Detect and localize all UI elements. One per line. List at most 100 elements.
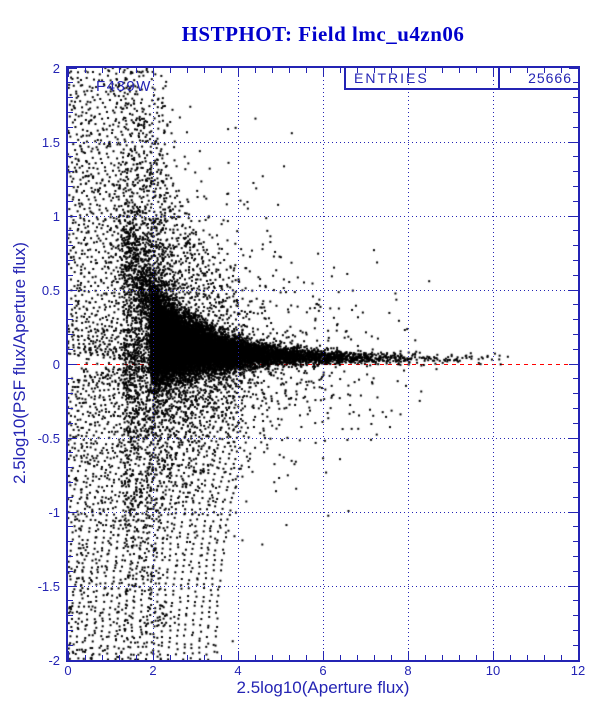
y-tick-label: 1 — [52, 209, 60, 224]
axis-tick — [68, 629, 73, 631]
x-axis-label: 2.5log10(Aperture flux) — [236, 678, 410, 697]
axis-tick — [101, 68, 103, 73]
axis-tick — [441, 68, 443, 73]
axis-tick — [492, 68, 494, 77]
axis-tick — [509, 68, 511, 73]
y-tick-label: 1.5 — [41, 135, 60, 150]
axis-tick — [356, 655, 358, 660]
axis-tick — [68, 659, 77, 661]
axis-tick — [68, 496, 73, 498]
plot-area: F439W ENTRIES 25666 — [66, 66, 580, 662]
axis-tick — [390, 655, 392, 660]
axis-tick — [573, 629, 578, 631]
axis-tick — [573, 378, 578, 380]
axis-tick — [288, 68, 290, 73]
axis-tick — [68, 171, 73, 173]
axis-tick — [573, 156, 578, 158]
axis-tick — [68, 555, 73, 557]
axis-tick — [573, 111, 578, 113]
x-tick-label: 6 — [319, 663, 327, 678]
axis-tick — [573, 348, 578, 350]
axis-tick — [68, 333, 73, 335]
axis-tick — [569, 141, 578, 143]
x-tick-label: 12 — [570, 663, 586, 678]
axis-tick — [68, 289, 77, 291]
axis-tick — [573, 82, 578, 84]
x-tick-label: 0 — [64, 663, 72, 678]
filter-label: F439W — [96, 78, 152, 95]
axis-tick — [560, 68, 562, 73]
grid-line-horizontal — [68, 437, 578, 439]
axis-tick — [152, 651, 154, 660]
axis-tick — [573, 407, 578, 409]
axis-tick — [68, 615, 73, 617]
entries-stats-box: ENTRIES 25666 — [344, 66, 580, 90]
axis-tick — [322, 651, 324, 660]
axis-tick — [526, 655, 528, 660]
axis-tick — [305, 68, 307, 73]
axis-tick — [68, 393, 73, 395]
y-tick-label: 0.5 — [41, 283, 60, 298]
axis-tick — [68, 481, 73, 483]
axis-tick — [68, 215, 77, 217]
grid-line-horizontal — [68, 289, 578, 291]
axis-tick — [441, 655, 443, 660]
axis-tick — [254, 68, 256, 73]
axis-tick — [475, 655, 477, 660]
axis-tick — [84, 68, 86, 73]
axis-tick — [573, 200, 578, 202]
axis-tick — [271, 655, 273, 660]
axis-tick — [68, 126, 73, 128]
axis-tick — [68, 452, 73, 454]
axis-tick — [424, 68, 426, 73]
axis-tick — [569, 511, 578, 513]
grid-line-vertical — [152, 68, 154, 660]
axis-tick — [569, 363, 578, 365]
axis-tick — [68, 185, 73, 187]
axis-tick — [339, 655, 341, 660]
axis-tick — [237, 68, 239, 77]
axis-tick — [68, 526, 73, 528]
y-tick-label: -1.5 — [37, 579, 60, 594]
axis-tick — [186, 655, 188, 660]
axis-tick — [573, 319, 578, 321]
y-tick-label: -1 — [48, 505, 60, 520]
axis-tick — [407, 68, 409, 77]
axis-tick — [68, 467, 73, 469]
axis-tick — [573, 422, 578, 424]
axis-tick — [543, 68, 545, 73]
axis-tick — [135, 655, 137, 660]
axis-tick — [68, 511, 77, 513]
axis-tick — [68, 585, 77, 587]
axis-tick — [68, 348, 73, 350]
axis-tick — [339, 68, 341, 73]
axis-tick — [68, 97, 73, 99]
axis-tick — [356, 68, 358, 73]
axis-tick — [569, 215, 578, 217]
x-tick-label: 10 — [485, 663, 501, 678]
axis-tick — [322, 68, 324, 77]
axis-tick — [458, 655, 460, 660]
axis-tick — [573, 481, 578, 483]
axis-tick — [68, 644, 73, 646]
axis-tick — [68, 111, 73, 113]
axis-tick — [569, 585, 578, 587]
grid-line-horizontal — [68, 215, 578, 217]
axis-tick — [68, 274, 73, 276]
axis-tick — [424, 655, 426, 660]
grid-line-vertical — [322, 68, 324, 660]
axis-tick — [68, 230, 73, 232]
axis-tick — [101, 655, 103, 660]
entries-label: ENTRIES — [354, 70, 429, 86]
axis-tick — [509, 655, 511, 660]
axis-tick — [573, 555, 578, 557]
axis-tick — [271, 68, 273, 73]
grid-line-horizontal — [68, 511, 578, 513]
x-tick-label: 4 — [234, 663, 242, 678]
y-tick-label: -0.5 — [37, 431, 60, 446]
axis-tick — [573, 541, 578, 543]
y-tick-label: -2 — [48, 653, 60, 668]
axis-tick — [573, 259, 578, 261]
axis-tick — [543, 655, 545, 660]
